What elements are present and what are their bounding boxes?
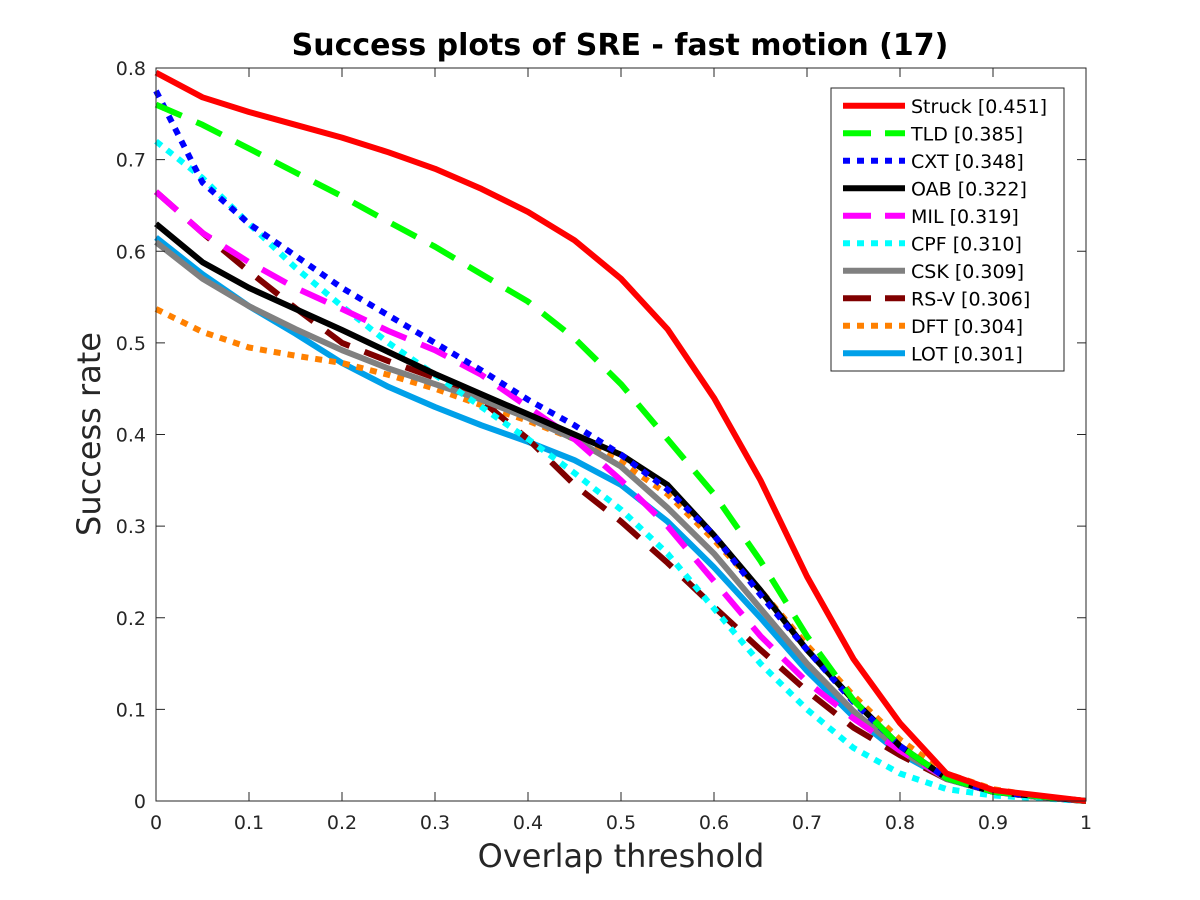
y-tick-label: 0.5: [116, 333, 146, 355]
legend-label: LOT [0.301]: [911, 343, 1023, 365]
series-line-struck: [154, 69, 1087, 804]
x-tick-label: 0.1: [234, 812, 264, 834]
y-tick-label: 0.3: [116, 516, 146, 538]
y-tick-label: 0: [134, 791, 146, 813]
legend-label: MIL [0.319]: [911, 206, 1019, 228]
series-line-dft: [154, 306, 1087, 804]
plot-area: [153, 69, 1087, 804]
y-tick-label: 0.7: [116, 150, 146, 172]
series-line-cpf: [154, 138, 1087, 804]
x-tick-label: 0.4: [513, 812, 543, 834]
legend: Struck [0.451] TLD [0.385] CXT [0.348] OAB …: [830, 87, 1065, 372]
legend-label: TLD [0.385]: [910, 123, 1023, 145]
y-tick-label: 0.1: [116, 699, 146, 721]
chart-title: Success plots of SRE - fast motion (17): [292, 28, 949, 63]
y-tick-label: 0.8: [116, 58, 146, 80]
y-tick-label: 0.4: [116, 425, 146, 447]
legend-label: CPF [0.310]: [911, 233, 1022, 255]
axis-ticks: 0 0.1 0.2 0.3 0.4 0.5 0.6 0.7 0.8 0.9 1 0 0.1 0.2 0.3 0…: [116, 58, 1092, 834]
series-line-cxt: [153, 89, 1087, 804]
y-tick-label: 0.6: [116, 241, 146, 263]
x-tick-label: 1: [1080, 812, 1092, 834]
legend-label: CXT [0.348]: [911, 151, 1024, 173]
legend-label: Struck [0.451]: [911, 96, 1047, 118]
x-tick-label: 0.2: [327, 812, 357, 834]
x-tick-label: 0.6: [699, 812, 729, 834]
y-axis-label: Success rate: [70, 332, 108, 536]
x-tick-label: 0.8: [885, 812, 915, 834]
legend-label: OAB [0.322]: [911, 178, 1027, 200]
x-tick-label: 0.3: [420, 812, 450, 834]
x-tick-label: 0.5: [606, 812, 636, 834]
x-tick-label: 0.7: [792, 812, 822, 834]
y-tick-label: 0.2: [116, 608, 146, 630]
legend-label: CSK [0.309]: [911, 261, 1024, 283]
x-tick-label: 0: [150, 812, 162, 834]
series-line-tld: [154, 101, 1087, 804]
x-tick-label: 0.9: [978, 812, 1008, 834]
legend-label: DFT [0.304]: [911, 316, 1023, 338]
legend-label: RS-V [0.306]: [911, 288, 1030, 310]
x-axis-label: Overlap threshold: [478, 837, 765, 875]
